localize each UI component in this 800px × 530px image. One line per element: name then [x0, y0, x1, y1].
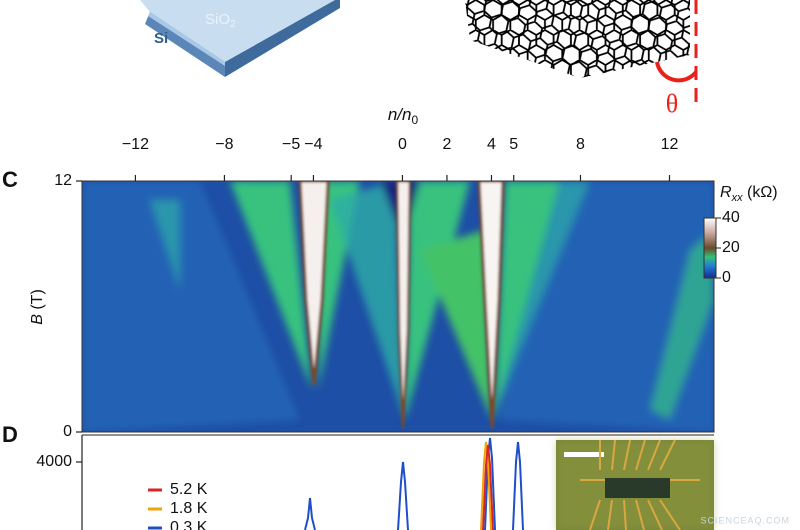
x-tick-label: 12: [661, 136, 679, 153]
twist-angle-marker: θ: [655, 0, 698, 118]
x-tick-label: −8: [215, 136, 233, 153]
panel-label: C: [2, 167, 18, 192]
plot-frame: [81, 180, 715, 433]
x-axis-label: n/n0: [388, 105, 419, 127]
x-tick-label: 0: [398, 136, 407, 153]
trace-peak: [304, 497, 316, 530]
angle-label: θ: [666, 89, 678, 118]
legend-label: 1.8 K: [170, 500, 208, 517]
layer-top-label: SiO2: [205, 11, 236, 30]
inset-photo: [556, 439, 714, 530]
x-tick-label: −12: [122, 136, 149, 153]
colorbar-scale: [703, 217, 717, 279]
substrate-drawing: SiO2 Si: [140, 0, 340, 77]
colorbar: 0 20 40: [703, 209, 740, 286]
trace-peak: [397, 461, 409, 530]
colorbar-tick-label: 40: [722, 209, 740, 226]
heatmap-axes: −12 −8 −5 −4 0 2 4 5 8 12 0 12: [54, 136, 715, 440]
trace-peak: [512, 441, 524, 530]
colorbar-label: Rxx (kΩ): [720, 184, 778, 204]
trace-axes: 4000 5.2 K 1.8 K 0.3 K: [36, 434, 714, 530]
x-tick-label: 2: [443, 136, 452, 153]
x-tick-label: 5: [509, 136, 518, 153]
trace-peak: [482, 444, 494, 530]
colorbar-tick-label: 20: [722, 239, 740, 256]
watermark: SCIENCEAQ.COM: [700, 515, 790, 525]
x-tick-label: 8: [576, 136, 585, 153]
x-tick-label: 4: [487, 136, 496, 153]
legend-label: 0.3 K: [170, 519, 208, 530]
trace-peak: [484, 437, 496, 530]
y-axis-label: B (T): [29, 289, 46, 325]
x-tick-label: −5: [282, 136, 300, 153]
legend-label: 5.2 K: [170, 481, 208, 498]
trace-peak: [480, 441, 492, 530]
layer-bottom-label: Si: [154, 30, 168, 47]
y-tick-label: 4000: [36, 453, 72, 470]
x-tick-label: −4: [304, 136, 322, 153]
heatmap: [82, 181, 714, 432]
y-tick-label: 12: [54, 172, 72, 189]
colorbar-tick-label: 0: [722, 269, 731, 286]
y-tick-label: 0: [63, 423, 72, 440]
panel-label: D: [2, 422, 18, 447]
